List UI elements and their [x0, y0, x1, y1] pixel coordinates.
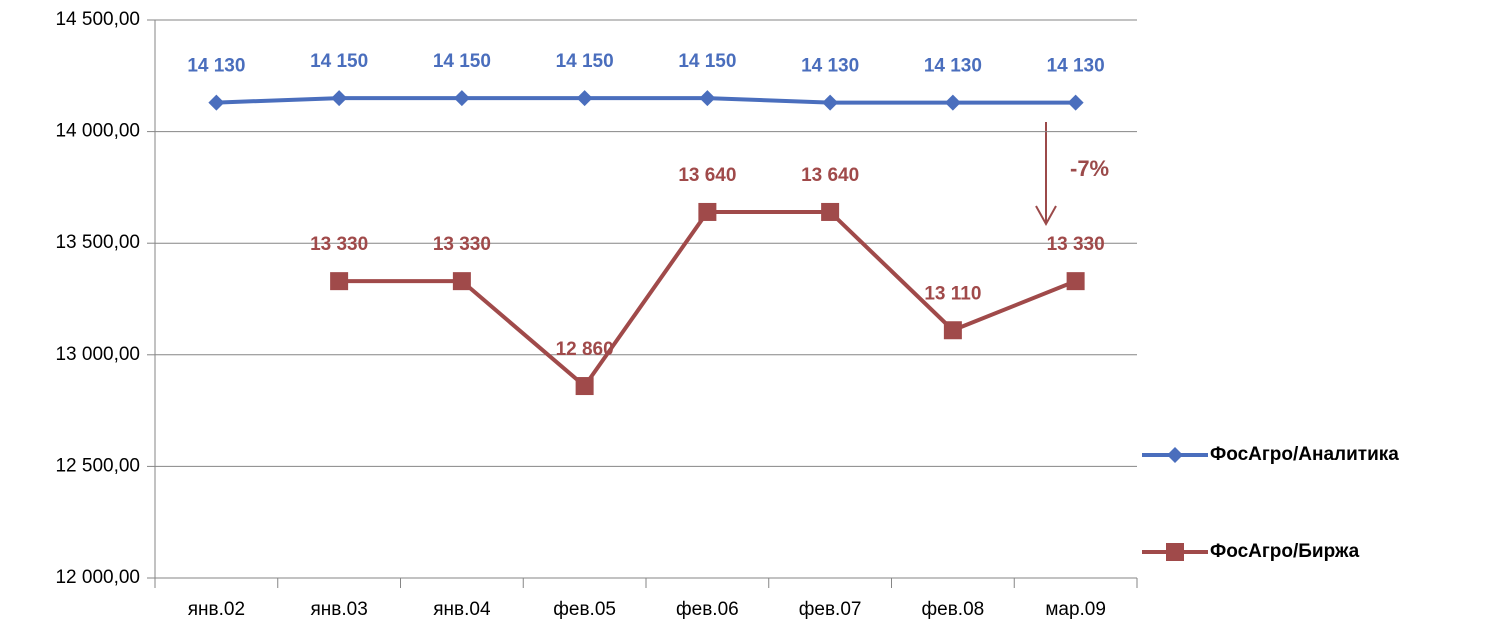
data-label: 13 110 — [924, 283, 981, 304]
data-point — [331, 90, 348, 107]
data-label: 13 330 — [433, 234, 491, 255]
data-label: 12 860 — [556, 339, 614, 360]
x-tick-label: янв.03 — [310, 599, 367, 620]
data-label: 14 150 — [310, 51, 368, 72]
data-label: 14 130 — [924, 56, 982, 77]
data-label: 14 130 — [801, 56, 859, 77]
y-tick-label: 13 000,00 — [55, 344, 140, 365]
legend-label: ФосАгро/Аналитика — [1210, 444, 1399, 465]
data-point — [943, 321, 962, 340]
data-label: 13 330 — [1047, 234, 1105, 255]
data-point — [944, 94, 961, 111]
legend-marker — [1167, 447, 1183, 463]
data-label: 14 150 — [433, 51, 491, 72]
data-label: 14 150 — [678, 51, 736, 72]
data-point — [1067, 94, 1084, 111]
data-point — [330, 272, 349, 291]
data-label: 13 330 — [310, 234, 368, 255]
legend-marker — [1166, 543, 1184, 561]
x-tick-label: фев.05 — [553, 599, 616, 620]
data-label: 14 130 — [1047, 56, 1105, 77]
data-point — [821, 202, 840, 221]
y-tick-label: 14 500,00 — [55, 9, 140, 30]
y-tick-label: 12 500,00 — [55, 455, 140, 476]
y-tick-label: 14 000,00 — [55, 121, 140, 142]
y-tick-label: 13 500,00 — [55, 232, 140, 253]
data-label: 14 150 — [556, 51, 614, 72]
x-tick-label: фев.06 — [676, 599, 739, 620]
y-tick-label: 12 000,00 — [55, 567, 140, 588]
data-label: 13 640 — [801, 165, 859, 186]
data-point — [452, 272, 471, 291]
annotation-arrowhead — [1035, 205, 1057, 227]
data-point — [575, 377, 594, 396]
series-line — [216, 96, 1076, 105]
data-point — [698, 202, 717, 221]
legend-label: ФосАгро/Биржа — [1210, 541, 1360, 562]
data-label: 13 640 — [678, 165, 736, 186]
x-tick-label: янв.02 — [188, 599, 245, 620]
data-point — [208, 94, 225, 111]
x-tick-label: янв.04 — [433, 599, 491, 620]
x-tick-label: мар.09 — [1045, 599, 1106, 620]
data-point — [699, 90, 716, 107]
data-point — [1066, 272, 1085, 291]
data-point — [453, 90, 470, 107]
x-tick-label: фев.07 — [799, 599, 862, 620]
data-label: 14 130 — [187, 56, 245, 77]
data-point — [576, 90, 593, 107]
annotation: -7% — [1070, 156, 1109, 181]
x-tick-label: фев.08 — [922, 599, 985, 620]
data-point — [822, 94, 839, 111]
